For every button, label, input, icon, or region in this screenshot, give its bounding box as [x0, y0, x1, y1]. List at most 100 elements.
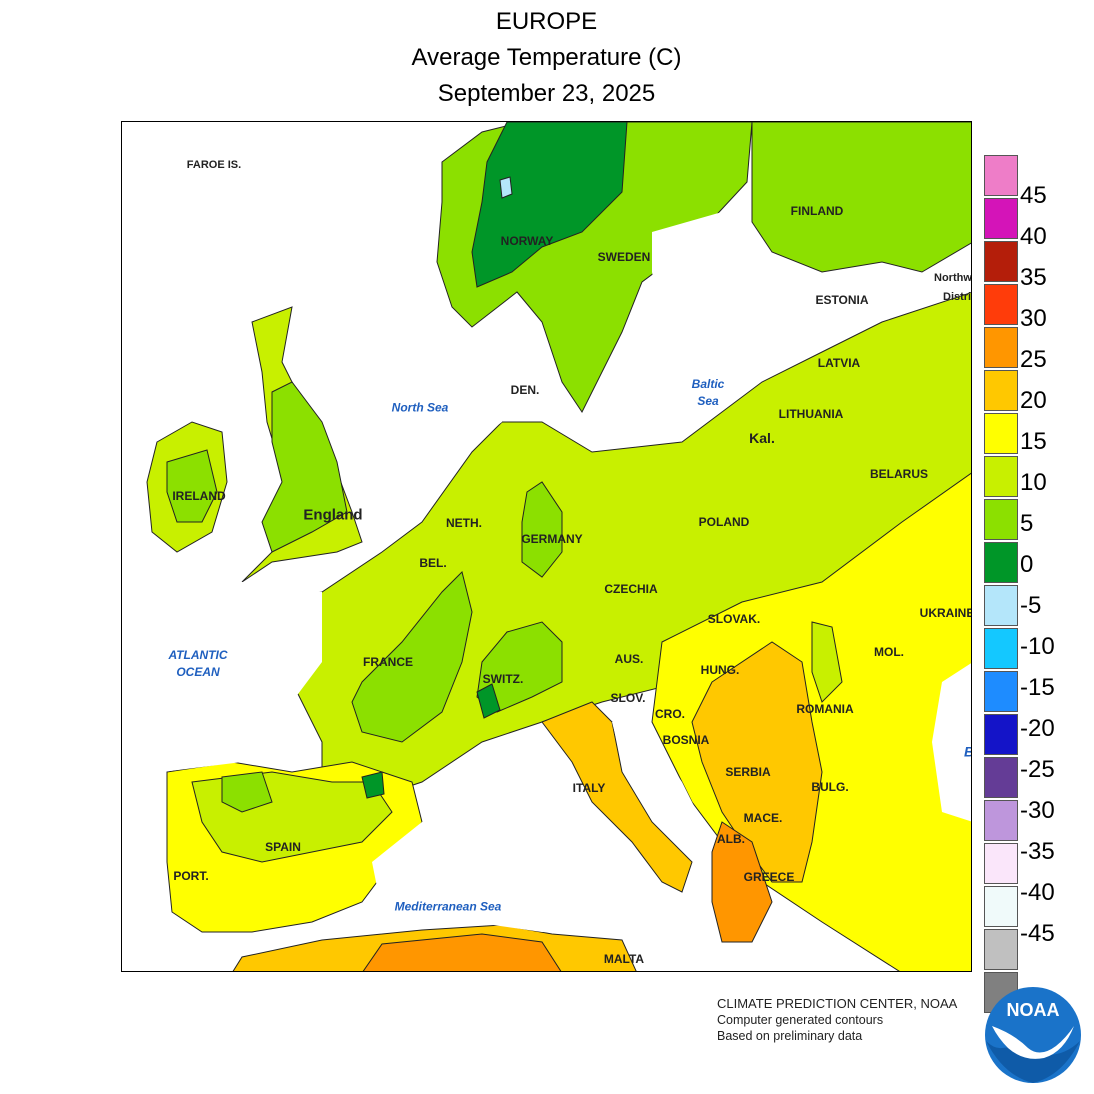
- label-mediterranean-sea: Mediterranean Sea: [394, 899, 502, 914]
- label-lithuania: LITHUANIA: [778, 407, 844, 421]
- label-netherlands: NETH.: [446, 516, 482, 530]
- label-albania: ALB.: [717, 832, 745, 846]
- legend-swatch: [984, 929, 1018, 970]
- pyrenees-cold-spot: [361, 771, 385, 799]
- north-africa-hot-zone: [362, 933, 562, 971]
- label-croatia: CRO.: [655, 707, 685, 721]
- mediterranean-sea: [372, 762, 662, 934]
- label-greece: GREECE: [743, 870, 795, 884]
- legend-label: -20: [1020, 715, 1055, 742]
- label-atlantic-ocean: ATLANTIC OCEAN: [168, 648, 228, 679]
- legend-label: 15: [1020, 428, 1047, 455]
- legend-swatch: [984, 155, 1018, 196]
- france-cool-zone: [351, 571, 473, 743]
- label-switzerland: SWITZ.: [482, 672, 524, 686]
- map-canvas: [122, 122, 971, 971]
- label-germany: GERMANY: [521, 532, 583, 546]
- legend-label: 40: [1020, 223, 1047, 250]
- label-northwest-district-line2: Distri: [943, 291, 972, 303]
- label-north-sea: North Sea: [391, 400, 449, 415]
- legend-swatch: [984, 542, 1018, 583]
- label-portugal: PORT.: [173, 869, 209, 883]
- black-sea: [932, 663, 971, 822]
- label-malta: MALTA: [603, 952, 645, 966]
- label-england: England: [303, 506, 363, 524]
- label-faroe-islands: FAROE IS.: [186, 159, 242, 171]
- credits-preliminary: Based on preliminary data: [717, 1029, 863, 1043]
- label-belgium: BEL.: [419, 556, 447, 570]
- legend-label: -35: [1020, 838, 1055, 865]
- label-norway: NORWAY: [500, 234, 554, 248]
- legend-label: 20: [1020, 387, 1047, 414]
- baltic-sea: [632, 212, 772, 442]
- legend-label: 10: [1020, 469, 1047, 496]
- bay-of-biscay: [122, 582, 322, 772]
- ireland-cool-zone: [166, 449, 218, 523]
- legend-swatch: [984, 370, 1018, 411]
- label-latvia: LATVIA: [817, 356, 861, 370]
- legend-label: -45: [1020, 920, 1055, 947]
- norway-cold-spot: [499, 176, 513, 199]
- alps-cold-zone: [476, 683, 501, 719]
- legend-swatch: [984, 456, 1018, 497]
- legend-swatch: [984, 413, 1018, 454]
- england-cool-zone: [261, 381, 348, 553]
- label-austria: AUS.: [614, 652, 644, 666]
- legend-label: -5: [1020, 592, 1042, 619]
- map-title: EUROPE: [495, 8, 598, 35]
- legend-label: 5: [1020, 510, 1034, 537]
- legend-label: 30: [1020, 305, 1047, 332]
- map-date: September 23, 2025: [437, 80, 656, 107]
- label-belarus: BELARUS: [869, 467, 929, 481]
- legend-swatch: [984, 284, 1018, 325]
- legend-swatch: [984, 886, 1018, 927]
- temperature-map: FAROE IS. NORWAY SWEDEN FINLAND ESTONIA …: [121, 121, 972, 972]
- legend-swatch: [984, 499, 1018, 540]
- label-moldova: MOL.: [874, 645, 904, 659]
- label-france: FRANCE: [363, 655, 413, 669]
- legend-label: -10: [1020, 633, 1055, 660]
- color-legend: [984, 155, 1018, 1015]
- label-kaliningrad: Kal.: [749, 430, 775, 446]
- legend-swatch: [984, 628, 1018, 669]
- label-black-sea-cut: B: [964, 744, 971, 761]
- noaa-logo-text: NOAA: [1007, 1000, 1060, 1020]
- legend-swatch: [984, 800, 1018, 841]
- norway-cool-zone: [471, 122, 628, 288]
- label-spain: SPAIN: [265, 840, 301, 854]
- label-northwest-district-line1: Northw: [934, 272, 972, 284]
- legend-label: 0: [1020, 551, 1034, 578]
- label-baltic-sea: Baltic Sea: [691, 377, 725, 408]
- label-estonia: ESTONIA: [815, 293, 869, 307]
- legend-label: -25: [1020, 756, 1055, 783]
- label-italy: ITALY: [572, 781, 606, 795]
- label-sweden: SWEDEN: [597, 250, 651, 264]
- adriatic-sea: [612, 722, 702, 842]
- label-slovakia: SLOVAK.: [707, 612, 761, 626]
- germany-cool-zone: [521, 481, 563, 578]
- legend-label: 35: [1020, 264, 1047, 291]
- legend-swatch: [984, 241, 1018, 282]
- noaa-logo: NOAA: [985, 987, 1081, 1083]
- legend-swatch: [984, 198, 1018, 239]
- label-ireland: IRELAND: [172, 489, 226, 503]
- legend-label: -30: [1020, 797, 1055, 824]
- legend-swatch: [984, 843, 1018, 884]
- title-block: EUROPE Average Temperature (C) September…: [121, 0, 972, 112]
- label-macedonia: MACE.: [743, 811, 783, 825]
- legend-label: 25: [1020, 346, 1047, 373]
- label-denmark: DEN.: [510, 383, 540, 397]
- credits-agency: CLIMATE PREDICTION CENTER, NOAA: [717, 996, 958, 1011]
- balkans-warm-zone: [691, 641, 823, 883]
- label-finland: FINLAND: [790, 204, 844, 218]
- legend-swatch: [984, 714, 1018, 755]
- legend-label: 45: [1020, 182, 1047, 209]
- italy-peninsula: [541, 701, 693, 893]
- label-slovenia: SLOV.: [610, 691, 646, 705]
- spain-cool-zone: [221, 771, 273, 813]
- label-romania: ROMANIA: [796, 702, 854, 716]
- label-poland: POLAND: [698, 515, 750, 529]
- legend-swatch: [984, 327, 1018, 368]
- label-hungary: HUNG.: [700, 663, 740, 677]
- credits: CLIMATE PREDICTION CENTER, NOAA Computer…: [717, 996, 957, 1044]
